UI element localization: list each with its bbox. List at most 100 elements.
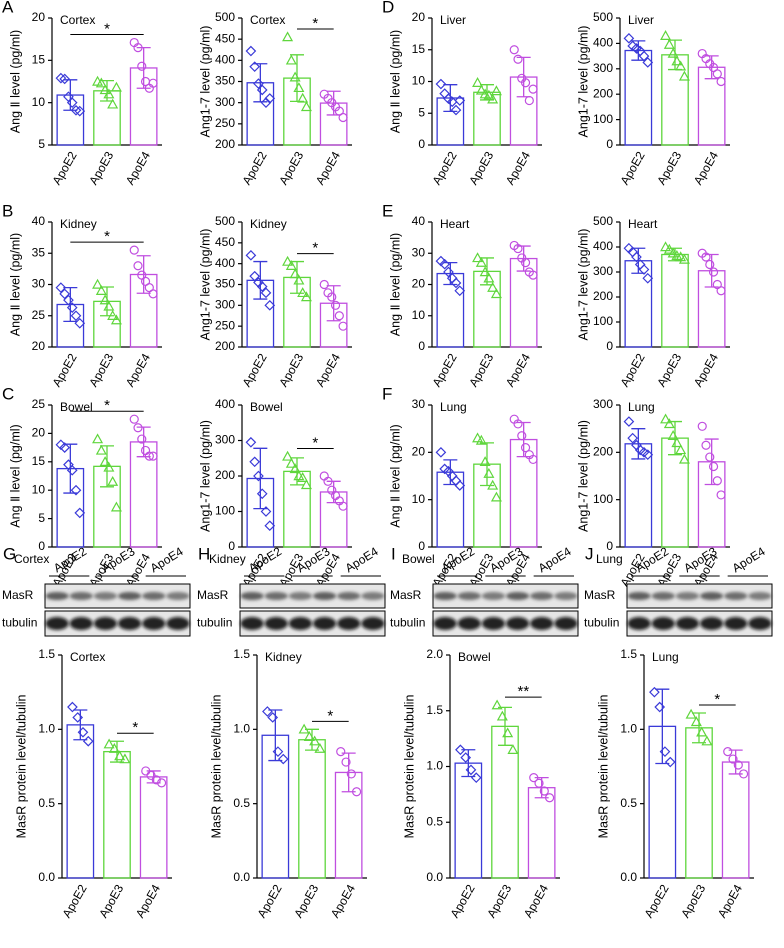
data-point: [92, 433, 104, 444]
data-point: [256, 488, 268, 500]
data-point: [638, 50, 650, 62]
y-tick-label: 400: [593, 36, 613, 50]
data-point: [659, 746, 671, 757]
data-point: [678, 70, 690, 81]
data-point: [133, 43, 143, 53]
data-point: [346, 769, 356, 779]
blot-band: [457, 617, 481, 630]
data-point: [728, 754, 738, 764]
data-point: [675, 60, 687, 71]
data-point: [470, 772, 482, 783]
bar: [139, 776, 168, 879]
data-point: [507, 744, 519, 754]
data-point: [264, 299, 276, 311]
data-point: [70, 310, 82, 322]
data-point: [148, 451, 158, 461]
data-point: [282, 31, 294, 42]
y-tick-label: 30: [32, 277, 46, 291]
error-bar: [631, 428, 646, 460]
blot-band: [505, 592, 530, 600]
data-point: [439, 258, 451, 270]
y-axis-label: Ang1-7 level (pg/ml): [576, 229, 590, 341]
y-tick-label: 500: [593, 10, 613, 24]
data-point: [716, 76, 726, 87]
data-point: [435, 78, 447, 90]
blot-band: [675, 617, 700, 630]
y-tick-label: 0.5: [426, 814, 443, 828]
y-axis-label: Ang Ⅱ level (pg/ml): [388, 30, 402, 133]
data-point: [260, 506, 272, 517]
data-point: [298, 723, 310, 734]
y-tick-label: 500: [215, 214, 235, 228]
y-tick-label: 0.0: [426, 870, 443, 884]
data-point: [74, 105, 86, 117]
data-point: [300, 291, 312, 302]
x-tick-label: ApoE3: [466, 351, 496, 389]
chart-title: Lung: [652, 650, 679, 664]
y-tick-label: 0: [606, 137, 613, 151]
data-point: [472, 77, 484, 87]
panel-letter: B: [2, 201, 13, 220]
y-tick-label: 400: [215, 256, 235, 270]
blot-title: Lung: [596, 552, 623, 566]
y-tick-label: 0.5: [620, 796, 637, 810]
data-point: [733, 760, 743, 770]
data-point: [341, 757, 351, 767]
data-point: [705, 259, 715, 270]
data-point: [638, 264, 650, 275]
blot-band: [93, 617, 118, 630]
error-bar: [290, 457, 304, 486]
blot-band: [699, 617, 724, 630]
data-point: [475, 84, 487, 95]
x-tick-label: ApoE4: [691, 351, 721, 389]
blot-title: Bowel: [402, 552, 435, 566]
data-point: [114, 750, 126, 761]
y-tick-label: 10: [412, 492, 426, 506]
data-point: [716, 490, 726, 500]
y-tick-label: 0: [38, 539, 45, 553]
panel-letter: I: [391, 544, 396, 563]
y-tick-label: 25: [32, 308, 46, 322]
data-point: [140, 445, 151, 456]
data-point: [475, 256, 487, 267]
y-axis-label: MasR protein level/tubulin: [402, 695, 416, 839]
data-point: [110, 314, 122, 325]
blot-frame: [432, 583, 579, 609]
x-tick-label: ApoE2: [240, 149, 270, 187]
data-point: [513, 54, 523, 64]
data-point: [327, 292, 337, 302]
y-tick-label: 350: [215, 74, 235, 88]
data-point: [110, 81, 122, 92]
blot-band: [675, 592, 700, 600]
x-tick-label: ApoE4: [691, 149, 721, 187]
significance-mark: *: [312, 15, 318, 32]
blot-band: [481, 592, 506, 600]
data-point: [664, 756, 676, 768]
lane-label: ApoE2: [439, 544, 477, 575]
data-point: [690, 716, 702, 727]
y-axis-label: Ang Ⅱ level (pg/ml): [8, 424, 22, 527]
blot-band: [45, 592, 69, 600]
data-point: [712, 69, 722, 79]
data-point: [282, 255, 294, 266]
blot-band: [312, 592, 337, 600]
data-point: [450, 277, 462, 289]
blot-band: [530, 592, 554, 600]
data-point: [663, 243, 675, 254]
blot-band: [748, 617, 772, 630]
y-tick-label: 2.0: [426, 647, 443, 661]
panel-letter: G: [3, 544, 16, 563]
x-tick-label: ApoE2: [60, 882, 90, 920]
y-tick-label: 250: [215, 318, 235, 332]
y-axis-label: Ang Ⅱ level (pg/ml): [388, 233, 402, 336]
y-tick-label: 200: [215, 137, 235, 151]
chart-title: Kidney: [265, 650, 302, 664]
data-point: [245, 45, 257, 57]
blot-band: [457, 592, 481, 600]
blot-band: [651, 592, 675, 600]
y-tick-label: 200: [593, 445, 613, 459]
x-tick-label: ApoE2: [448, 882, 478, 920]
error-bar: [136, 255, 151, 294]
x-tick-label: ApoE4: [313, 351, 343, 389]
data-point: [483, 467, 495, 478]
